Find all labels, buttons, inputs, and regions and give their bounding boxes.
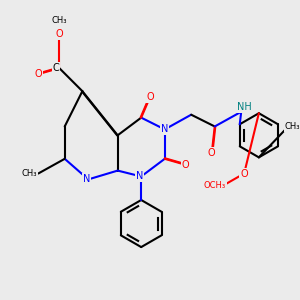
Text: O: O	[34, 68, 42, 79]
Text: NH: NH	[237, 102, 251, 112]
Text: CH₃: CH₃	[22, 169, 37, 178]
Text: O: O	[182, 160, 189, 170]
Text: N: N	[136, 172, 143, 182]
Text: O: O	[55, 29, 63, 39]
Text: CH₃: CH₃	[51, 16, 67, 25]
Text: C: C	[52, 63, 59, 73]
Text: O: O	[208, 148, 216, 158]
Text: OCH₃: OCH₃	[204, 181, 226, 190]
Text: N: N	[161, 124, 168, 134]
Text: O: O	[146, 92, 154, 102]
Text: CH₃: CH₃	[285, 122, 300, 131]
Text: O: O	[240, 169, 248, 178]
Text: N: N	[83, 174, 91, 184]
